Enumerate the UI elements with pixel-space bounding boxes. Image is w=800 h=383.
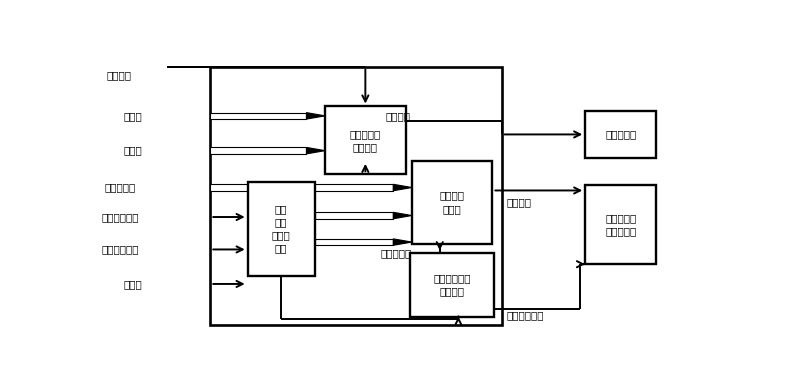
Text: 选通信号: 选通信号 — [506, 197, 531, 207]
FancyBboxPatch shape — [210, 184, 394, 191]
Text: 选通门宽值: 选通门宽值 — [105, 183, 136, 193]
FancyBboxPatch shape — [412, 161, 493, 244]
Polygon shape — [306, 113, 325, 119]
Text: 脉宽值: 脉宽值 — [123, 146, 142, 155]
Text: 像增强器增益
控制模块: 像增强器增益 控制模块 — [434, 273, 471, 296]
Text: 增益控制信号: 增益控制信号 — [506, 310, 544, 320]
Text: 最小步进时间: 最小步进时间 — [102, 244, 138, 254]
Text: 脉冲激光器: 脉冲激光器 — [605, 129, 637, 139]
FancyBboxPatch shape — [210, 113, 306, 119]
Text: 选通门控
制模块: 选通门控 制模块 — [440, 191, 465, 214]
FancyBboxPatch shape — [585, 185, 657, 264]
Text: 循环
步进
加法器
模块: 循环 步进 加法器 模块 — [272, 204, 290, 254]
Polygon shape — [394, 239, 412, 246]
Polygon shape — [394, 184, 412, 191]
FancyBboxPatch shape — [410, 253, 494, 316]
Text: 延时值: 延时值 — [123, 111, 142, 121]
Polygon shape — [394, 212, 412, 219]
Text: 距离延时初值: 距离延时初值 — [102, 212, 138, 222]
Text: 激光器驱动
信号模块: 激光器驱动 信号模块 — [350, 129, 381, 152]
FancyBboxPatch shape — [247, 182, 314, 276]
Polygon shape — [306, 147, 325, 154]
Text: 步进值: 步进值 — [123, 279, 142, 289]
FancyBboxPatch shape — [325, 106, 406, 174]
Text: 使能信号: 使能信号 — [106, 70, 131, 80]
FancyBboxPatch shape — [314, 239, 394, 246]
Text: 增强型电荷
耦合成像器: 增强型电荷 耦合成像器 — [605, 213, 637, 236]
FancyBboxPatch shape — [585, 111, 657, 158]
FancyBboxPatch shape — [314, 212, 394, 219]
Text: 距离延时值: 距离延时值 — [380, 248, 411, 258]
FancyBboxPatch shape — [210, 147, 306, 154]
Text: 驱动信号: 驱动信号 — [386, 111, 410, 121]
